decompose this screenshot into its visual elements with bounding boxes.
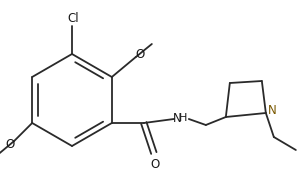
Text: Cl: Cl [67, 12, 79, 25]
Text: N: N [268, 104, 276, 118]
Text: O: O [135, 47, 144, 60]
Text: O: O [6, 137, 15, 151]
Text: O: O [150, 157, 159, 170]
Text: N: N [173, 112, 181, 124]
Text: H: H [179, 113, 187, 123]
